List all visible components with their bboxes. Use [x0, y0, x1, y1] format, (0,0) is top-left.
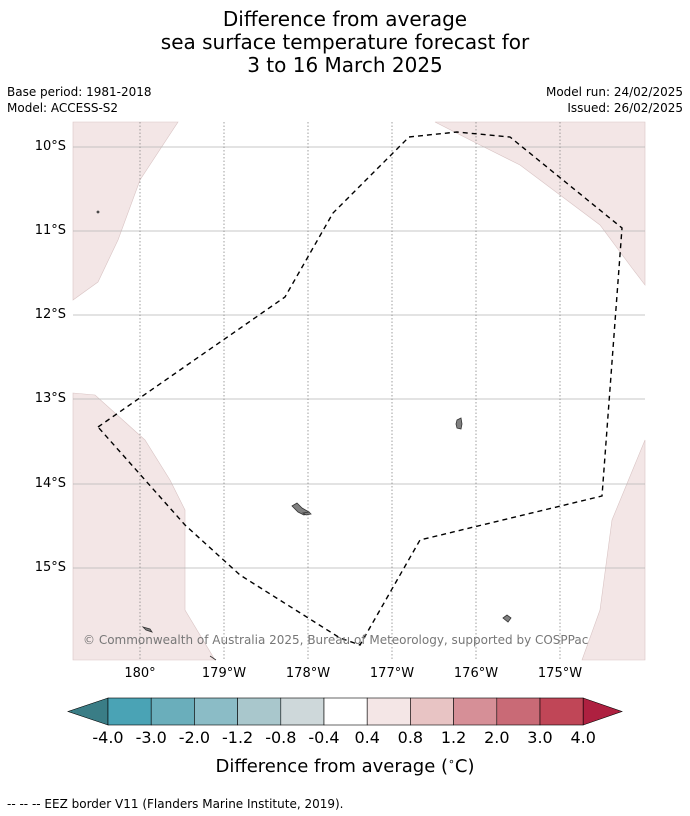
colorbar-bin: [150, 697, 195, 726]
lat-label-11s: 11°S: [34, 223, 66, 238]
eez-border: [97, 131, 623, 646]
colorbar-bin: [453, 697, 498, 726]
island-central-small: [301, 511, 312, 516]
island-northwest: [96, 210, 100, 214]
colorbar-bin: [237, 697, 282, 726]
lon-label-179w: 179°W: [201, 666, 247, 681]
colorbar-tick-label: -2.0: [178, 728, 210, 747]
colorbar-title-text: Difference from average (: [215, 756, 449, 777]
colorbar-tick-label: 1.2: [440, 728, 467, 747]
colorbar-title: Difference from average (∘C): [0, 755, 690, 777]
colorbar-bin: [194, 697, 238, 726]
lon-label-176w: 176°W: [453, 666, 499, 681]
anomaly-region-northeast: [434, 121, 646, 286]
island-southwest: [141, 626, 153, 633]
colorbar-title-unit: C): [454, 756, 475, 777]
colorbar-over-arrow: [582, 697, 623, 726]
lat-label-10s: 10°S: [34, 139, 66, 154]
island-south-edge: [209, 655, 217, 661]
colorbar-tick-label: 4.0: [570, 728, 596, 747]
islands: [96, 210, 512, 661]
copyright-notice: © Commonwealth of Australia 2025, Bureau…: [83, 633, 589, 647]
colorbar: [67, 697, 623, 726]
lat-label-13s: 13°S: [34, 391, 66, 406]
colorbar-tick-label: -0.8: [265, 728, 297, 747]
colorbar-bin: [539, 697, 584, 726]
colorbar-tick-label: 0.4: [354, 728, 380, 747]
colorbar-bin: [410, 697, 454, 726]
lat-label-15s: 15°S: [34, 560, 66, 575]
colorbar-tick-label: -3.0: [135, 728, 167, 747]
model-run: Model run: 24/02/2025: [545, 85, 683, 99]
anomaly-region-northwest: [72, 121, 179, 301]
colorbar-under-arrow: [67, 697, 109, 726]
colorbar-tick-label: 3.0: [527, 728, 553, 747]
gridlines: [73, 146, 645, 569]
colorbar-tick-label: -0.4: [308, 728, 340, 747]
model-name: Model: ACCESS-S2: [7, 101, 119, 115]
title-line-1: Difference from average: [222, 7, 468, 31]
lon-label-177w: 177°W: [369, 666, 415, 681]
colorbar-tick-label: 0.8: [397, 728, 424, 747]
colorbar-tick-label: 2.0: [484, 728, 510, 747]
lat-label-14s: 14°S: [34, 476, 66, 491]
base-period: Base period: 1981-2018: [7, 85, 152, 99]
island-southeast: [502, 614, 512, 623]
issued-date: Issued: 26/02/2025: [567, 101, 683, 115]
lon-label-175w: 175°W: [537, 666, 583, 681]
anomaly-region-southeast: [581, 439, 646, 661]
degree-symbol: ∘: [448, 755, 455, 768]
colorbar-bin: [323, 697, 368, 726]
colorbar-tick-label: -1.2: [221, 728, 254, 747]
lon-label-180: 180°: [124, 666, 156, 681]
colorbar-bin: [496, 697, 541, 726]
lat-label-12s: 12°S: [34, 307, 66, 322]
colorbar-bin: [280, 697, 325, 726]
eez-footnote: -- -- -- EEZ border V11 (Flanders Marine…: [7, 797, 344, 811]
map-title: Difference from average sea surface temp…: [0, 8, 690, 77]
island-east: [455, 417, 463, 430]
title-line-3: 3 to 16 March 2025: [247, 53, 443, 77]
lon-label-178w: 178°W: [285, 666, 331, 681]
meta-left: Base period: 1981-2018 Model: ACCESS-S2: [7, 84, 152, 116]
colorbar-tick-label: -4.0: [92, 728, 124, 747]
anomaly-shading: [72, 121, 646, 661]
colorbar-bin: [107, 697, 152, 726]
title-line-2: sea surface temperature forecast for: [160, 30, 530, 54]
colorbar-bin: [366, 697, 411, 726]
meta-right: Model run: 24/02/2025 Issued: 26/02/2025: [546, 84, 683, 116]
anomaly-region-west: [72, 392, 216, 661]
meridians: [139, 122, 561, 660]
